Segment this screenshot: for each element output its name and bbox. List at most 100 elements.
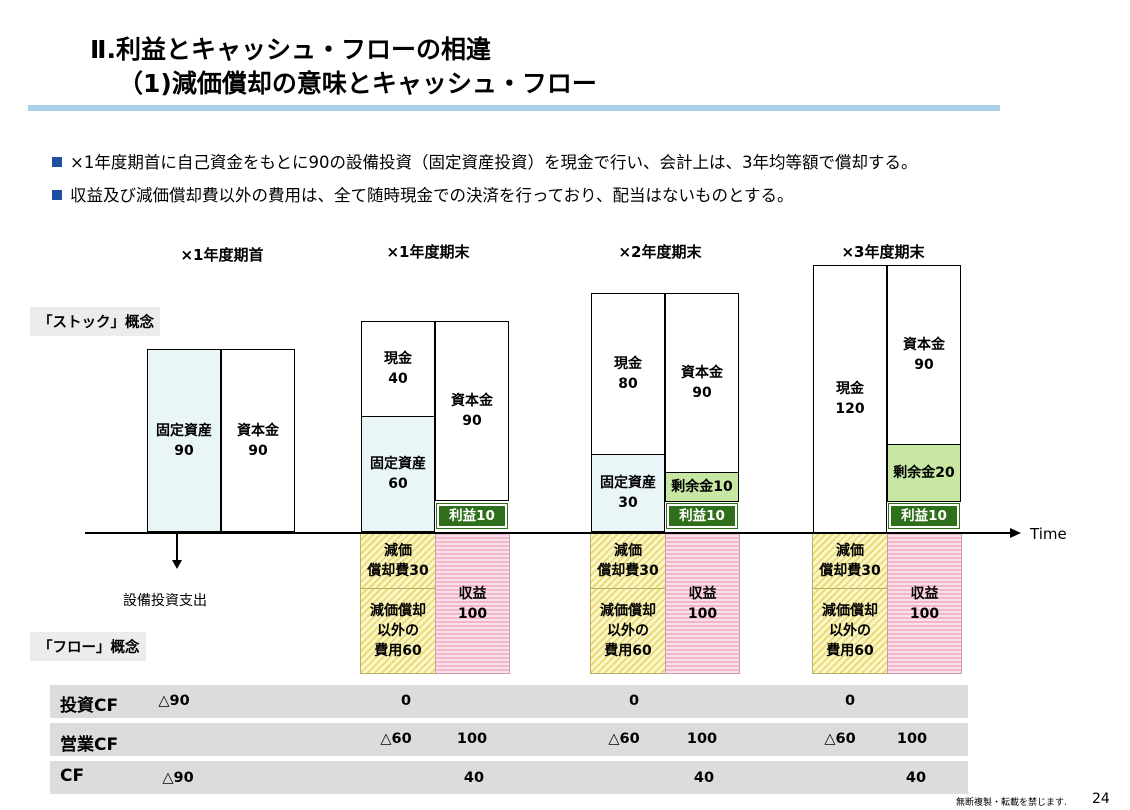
investing-cf-row (50, 685, 968, 718)
y1-capital-label: 資本金 (451, 393, 493, 409)
y1-other-cost-box: 減価償却 以外の 費用60 (360, 588, 436, 674)
y2-capital-value: 90 (692, 385, 712, 401)
y3-cash-value: 120 (835, 401, 865, 417)
y2-cash-label: 現金 (614, 356, 642, 372)
period-header-y2: ×2年度期末 (618, 243, 702, 261)
y2-surplus-label: 剰余金10 (671, 479, 733, 495)
y1-cash-box: 現金 40 (361, 321, 435, 417)
investing-cf-y3: 0 (844, 693, 856, 709)
investing-cf-label: 投資CF (60, 696, 119, 716)
start-capital-value: 90 (248, 442, 268, 459)
slide-title-line1: Ⅱ.利益とキャッシュ・フローの相違 (90, 35, 491, 64)
y3-capital-value: 90 (914, 357, 934, 373)
y2-revenue-label: 収益 (688, 585, 717, 602)
y3-revenue-label: 収益 (910, 585, 939, 602)
total-cf-start: △90 (162, 770, 194, 786)
y1-fixed-assets-box: 固定資産 60 (361, 416, 435, 532)
stock-concept-label: 「ストック」概念 (30, 307, 160, 336)
square-bullet-icon (52, 157, 62, 167)
square-bullet-icon (52, 190, 62, 200)
total-cf-y2: 40 (693, 770, 715, 786)
y2-cash-value: 80 (618, 376, 638, 392)
y1-other-cost-line2: 以外の (377, 623, 419, 639)
investing-cf-y1: 0 (400, 693, 412, 709)
start-capital-box: 資本金 90 (221, 349, 295, 532)
y3-cash-box: 現金 120 (813, 265, 887, 533)
y3-capital-label: 資本金 (903, 337, 945, 353)
y1-other-cost-line1: 減価償却 (370, 603, 426, 619)
investing-cf-y2: 0 (628, 693, 640, 709)
start-fixed-assets-box: 固定資産 90 (147, 349, 221, 532)
total-cf-row (50, 761, 968, 794)
period-header-y1: ×1年度期末 (386, 243, 470, 261)
y3-revenue-value: 100 (909, 605, 940, 622)
operating-cf-y3-out: △60 (824, 731, 856, 747)
y2-profit-box: 利益10 (666, 503, 738, 529)
page-number: 24 (1092, 791, 1110, 807)
y1-depreciation-line1: 減価 (384, 543, 412, 559)
y2-fixed-assets-box: 固定資産 30 (591, 454, 665, 532)
y1-cash-label: 現金 (384, 351, 412, 367)
y2-capital-label: 資本金 (681, 365, 723, 381)
operating-cf-y3-in: 100 (896, 731, 928, 747)
y2-revenue-box: 収益 100 (665, 533, 740, 674)
y3-depreciation-line2: 償却費30 (819, 563, 881, 579)
y3-capital-box: 資本金 90 (887, 265, 961, 445)
y2-surplus-box: 剰余金10 (665, 472, 739, 502)
period-header-y3: ×3年度期末 (841, 243, 925, 261)
operating-cf-y1-out: △60 (380, 731, 412, 747)
time-axis-line (85, 532, 1010, 534)
total-cf-label: CF (60, 766, 85, 786)
y2-fixed-assets-value: 30 (618, 495, 638, 511)
operating-cf-y2-in: 100 (686, 731, 718, 747)
y3-other-cost-line2: 以外の (829, 623, 871, 639)
capex-arrow-line (176, 534, 178, 562)
down-arrow-icon (172, 560, 182, 569)
operating-cf-row (50, 723, 968, 756)
y1-other-cost-line3: 費用60 (374, 643, 422, 659)
slide-title-line2: （1)減価償却の意味とキャッシュ・フロー (118, 69, 597, 98)
y3-cash-label: 現金 (836, 381, 864, 397)
y1-cash-value: 40 (388, 371, 408, 387)
y2-capital-box: 資本金 90 (665, 293, 739, 473)
y2-other-cost-line3: 費用60 (604, 643, 652, 659)
y2-cash-box: 現金 80 (591, 293, 665, 455)
investing-cf-start: △90 (158, 693, 190, 709)
y2-depreciation-line1: 減価 (614, 543, 642, 559)
y3-profit-box: 利益10 (888, 503, 960, 529)
y1-fixed-assets-value: 60 (388, 476, 408, 492)
start-fixed-assets-value: 90 (174, 442, 194, 459)
y1-profit-label: 利益10 (449, 508, 495, 524)
y2-depreciation-line2: 償却費30 (597, 563, 659, 579)
y2-other-cost-line1: 減価償却 (600, 603, 656, 619)
y1-profit-box: 利益10 (436, 503, 508, 529)
y1-fixed-assets-label: 固定資産 (370, 456, 426, 472)
title-underline (28, 105, 1000, 111)
y3-revenue-box: 収益 100 (887, 533, 962, 674)
start-capital-label: 資本金 (237, 422, 279, 439)
y1-depreciation-line2: 償却費30 (367, 563, 429, 579)
y3-depreciation-box: 減価 償却費30 (812, 533, 888, 589)
time-arrow-icon (1010, 528, 1021, 538)
bullet-2-text: 収益及び減価償却費以外の費用は、全て随時現金での決済を行っており、配当はないもの… (70, 186, 794, 205)
flow-concept-label: 「フロー」概念 (30, 632, 146, 661)
y2-other-cost-line2: 以外の (607, 623, 649, 639)
y2-revenue-value: 100 (687, 605, 718, 622)
operating-cf-y2-out: △60 (608, 731, 640, 747)
operating-cf-y1-in: 100 (456, 731, 488, 747)
total-cf-y1: 40 (463, 770, 485, 786)
y3-other-cost-box: 減価償却 以外の 費用60 (812, 588, 888, 674)
y3-other-cost-line1: 減価償却 (822, 603, 878, 619)
y1-depreciation-box: 減価 償却費30 (360, 533, 436, 589)
operating-cf-label: 営業CF (60, 735, 119, 755)
y1-revenue-value: 100 (457, 605, 488, 622)
y1-capital-value: 90 (462, 413, 482, 429)
period-header-start: ×1年度期首 (180, 246, 264, 264)
y2-fixed-assets-label: 固定資産 (600, 475, 656, 491)
copyright-notice: 無断複製・転載を禁じます. (956, 798, 1067, 808)
start-fixed-assets-label: 固定資産 (156, 422, 212, 439)
y1-revenue-label: 収益 (458, 585, 487, 602)
total-cf-y3: 40 (905, 770, 927, 786)
y2-profit-label: 利益10 (679, 508, 725, 524)
bullet-1: ×1年度期首に自己資金をもとに90の設備投資（固定資産投資）を現金で行い、会計上… (52, 149, 918, 173)
